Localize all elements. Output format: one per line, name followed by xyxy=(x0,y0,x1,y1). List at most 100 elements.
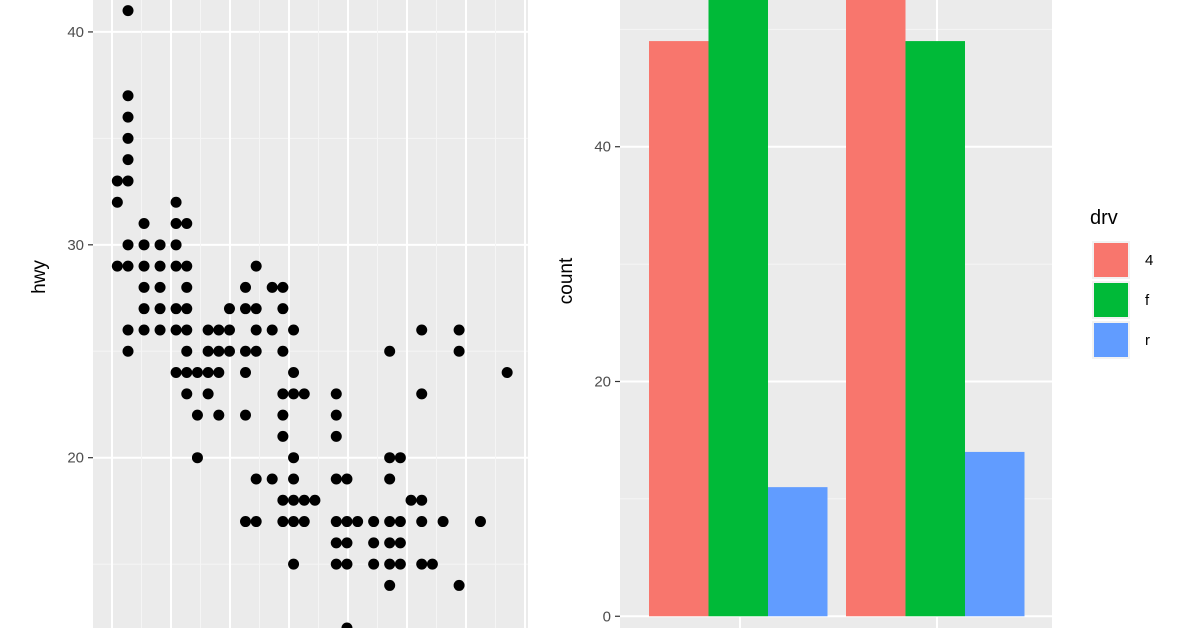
scatter-point xyxy=(240,303,251,315)
scatter-point xyxy=(288,473,300,485)
scatter-point xyxy=(288,324,300,336)
scatter-point xyxy=(181,324,193,336)
scatter-point xyxy=(277,388,289,400)
scatter-point xyxy=(474,516,486,528)
scatter-y-tick-label: 20 xyxy=(67,450,84,467)
scatter-point xyxy=(453,579,465,591)
scatter-point xyxy=(298,494,310,506)
scatter-point xyxy=(181,218,193,230)
legend-title: drv xyxy=(1090,207,1118,229)
scatter-point xyxy=(154,324,166,336)
scatter-point xyxy=(250,473,262,485)
bar-y-tick-label: 40 xyxy=(594,139,611,156)
scatter-point xyxy=(122,154,134,166)
scatter-point xyxy=(202,345,214,357)
scatter-point xyxy=(122,260,134,272)
scatter-y-tick-label: 40 xyxy=(67,24,84,41)
scatter-point xyxy=(277,494,289,506)
scatter-point xyxy=(394,558,406,570)
bar-f-group-2 xyxy=(905,41,965,617)
scatter-point xyxy=(191,367,203,379)
scatter-point xyxy=(288,494,300,506)
legend-key-f xyxy=(1094,283,1128,317)
scatter-point xyxy=(213,367,225,379)
scatter-point xyxy=(170,196,182,208)
scatter-point xyxy=(437,516,449,528)
scatter-point xyxy=(240,345,251,357)
scatter-point xyxy=(384,345,396,357)
scatter-point xyxy=(298,388,310,400)
scatter-point xyxy=(330,388,342,400)
scatter-point xyxy=(111,175,123,187)
scatter-point xyxy=(181,281,193,293)
legend-label-r: r xyxy=(1145,332,1150,349)
scatter-point xyxy=(453,324,465,336)
scatter-point xyxy=(416,324,428,336)
scatter-point xyxy=(170,324,182,336)
scatter-point xyxy=(213,324,225,336)
scatter-point xyxy=(368,537,380,549)
scatter-point xyxy=(341,558,353,570)
scatter-point xyxy=(341,516,353,528)
scatter-point xyxy=(223,324,235,336)
scatter-point xyxy=(341,537,353,549)
scatter-points xyxy=(111,5,513,628)
scatter-point xyxy=(416,516,428,528)
scatter-point xyxy=(138,303,150,315)
scatter-point xyxy=(170,367,182,379)
scatter-point xyxy=(122,132,134,144)
scatter-point xyxy=(277,281,289,293)
scatter-point xyxy=(111,196,123,208)
scatter-point xyxy=(170,239,182,251)
scatter-point xyxy=(277,516,289,528)
scatter-point xyxy=(250,303,262,315)
scatter-point xyxy=(277,345,289,357)
scatter-point xyxy=(122,111,134,123)
scatter-point xyxy=(453,345,465,357)
bar-r-group-2 xyxy=(965,451,1025,617)
bar-chart: 0 20 40 count xyxy=(556,0,1052,628)
scatter-chart: 20 30 40 hwy xyxy=(29,0,528,628)
scatter-point xyxy=(122,5,134,17)
scatter-y-axis-title: hwy xyxy=(29,260,50,294)
scatter-point xyxy=(213,409,225,421)
scatter-point xyxy=(170,218,182,230)
scatter-point xyxy=(298,516,310,528)
legend-key-4 xyxy=(1094,243,1128,277)
scatter-point xyxy=(416,494,428,506)
scatter-point xyxy=(341,473,353,485)
scatter-point xyxy=(202,367,214,379)
scatter-point xyxy=(309,494,321,506)
scatter-point xyxy=(394,452,406,464)
scatter-point xyxy=(181,345,193,357)
scatter-point xyxy=(330,516,342,528)
scatter-point xyxy=(384,579,396,591)
bar-y-axis: 0 20 40 xyxy=(594,139,620,625)
scatter-point xyxy=(277,303,289,315)
scatter-point xyxy=(352,516,364,528)
scatter-point xyxy=(202,324,214,336)
scatter-point xyxy=(122,345,134,357)
scatter-y-tick-label: 30 xyxy=(67,237,84,254)
scatter-point xyxy=(384,537,396,549)
scatter-point xyxy=(154,239,166,251)
scatter-point xyxy=(240,367,251,379)
scatter-point xyxy=(288,516,300,528)
scatter-point xyxy=(384,516,396,528)
scatter-point xyxy=(277,409,289,421)
scatter-point xyxy=(341,622,353,628)
legend-key-r xyxy=(1094,323,1128,357)
scatter-point xyxy=(330,537,342,549)
scatter-point xyxy=(223,345,235,357)
scatter-panel-background xyxy=(93,0,528,628)
scatter-point xyxy=(154,281,166,293)
scatter-point xyxy=(240,409,251,421)
bar-r-group-1 xyxy=(768,487,828,617)
scatter-point xyxy=(384,452,396,464)
scatter-point xyxy=(202,388,214,400)
scatter-point xyxy=(368,516,380,528)
scatter-point xyxy=(181,388,193,400)
scatter-point xyxy=(266,324,278,336)
scatter-point xyxy=(277,430,289,442)
scatter-point xyxy=(266,281,278,293)
